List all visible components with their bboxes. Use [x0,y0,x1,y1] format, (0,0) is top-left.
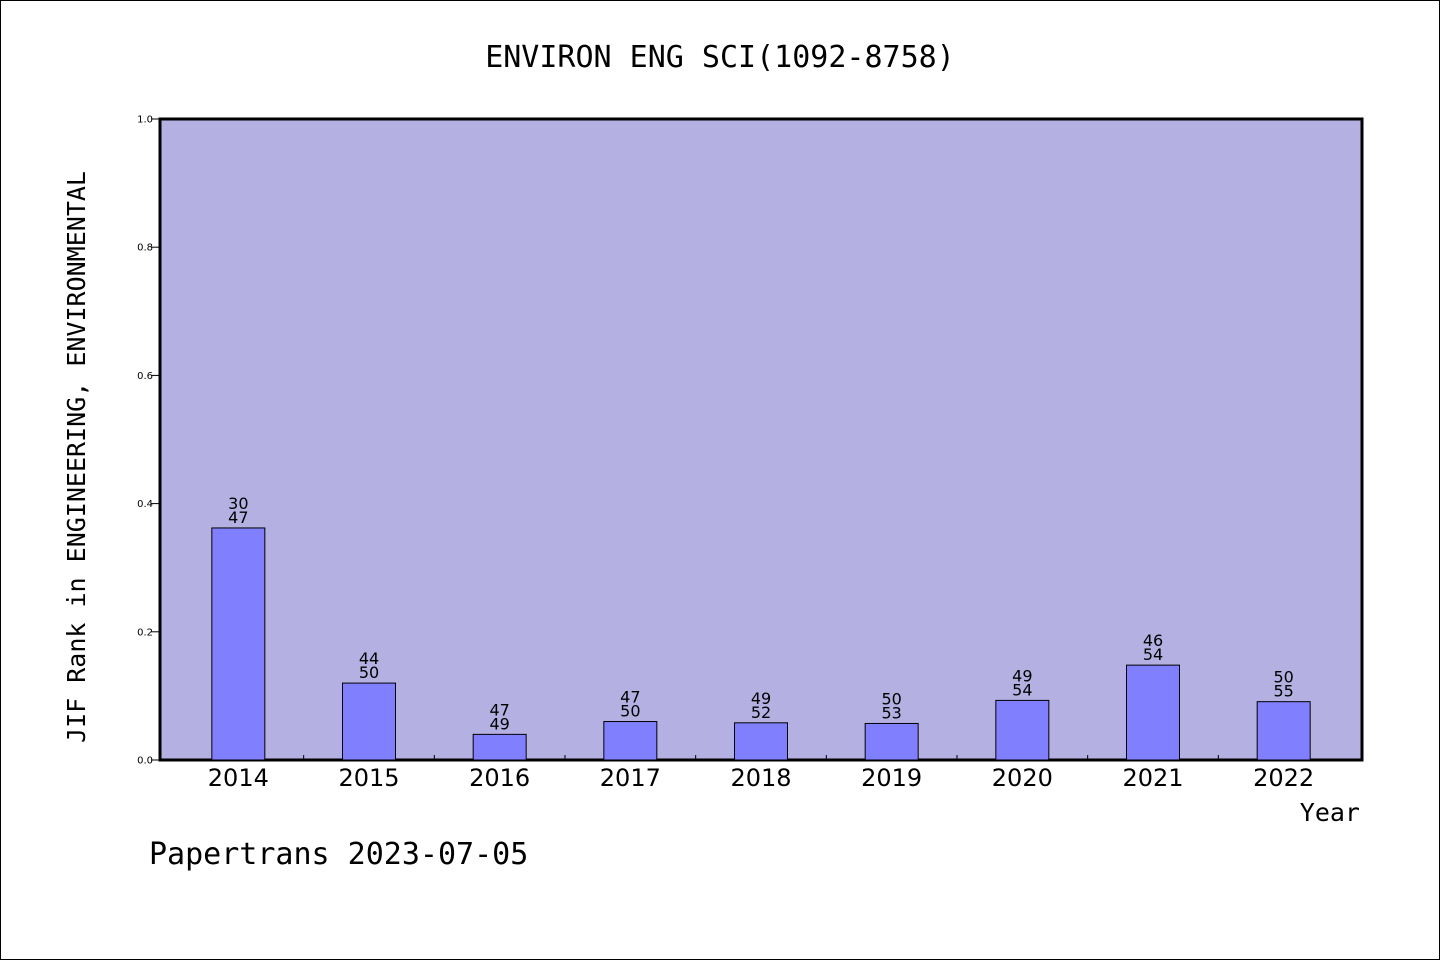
bar-2020 [995,699,1050,761]
total-label: 52 [751,703,771,722]
y-tick-label: 0.6 [137,371,153,382]
rank-label: 50 [881,689,901,708]
x-tick-label: 2014 [208,764,269,792]
y-tick-label: 1.0 [137,115,153,126]
y-axis-ticks: 0.0 0.2 0.4 0.6 0.8 1.0 [137,115,160,767]
rank-label: 44 [359,649,379,668]
rank-label: 49 [751,689,771,708]
total-label: 54 [1012,680,1032,699]
y-tick-label: 0.0 [137,756,153,767]
y-axis-title: JIF Rank in ENGINEERING, ENVIRONMENTAL [62,171,91,743]
total-label: 49 [489,714,509,733]
bar-2014 [211,527,266,761]
bar-2016 [472,733,527,761]
total-label: 50 [620,702,640,721]
bar-2017 [603,721,658,761]
rank-label: 46 [1143,631,1163,650]
bar-2021 [1126,664,1180,761]
rank-label: 49 [1012,666,1032,685]
footer-credit: Papertrans 2023-07-05 [149,837,528,872]
total-label: 54 [1143,645,1163,664]
rank-label: 50 [1273,668,1293,687]
y-tick-label: 0.8 [137,243,153,254]
bar-2018 [734,722,788,761]
bar-2015 [342,682,396,761]
bar-2019 [864,722,919,761]
rank-label: 30 [228,494,248,513]
x-tick-label: 2019 [861,764,922,792]
bar-2022 [1256,701,1311,761]
x-tick-label: 2017 [600,764,661,792]
x-axis-title: Year [1300,798,1360,827]
total-label: 50 [359,663,379,682]
x-tick-label: 2020 [992,764,1053,792]
chart-title: ENVIRON ENG SCI(1092-8758) [485,40,955,75]
plot-area [158,117,1364,762]
x-axis-ticks [303,755,1219,760]
y-tick-label: 0.2 [137,627,153,638]
x-tick-label: 2021 [1122,764,1183,792]
x-tick-label: 2016 [469,764,530,792]
x-tick-label: 2022 [1253,764,1314,792]
total-label: 55 [1273,682,1293,701]
rank-label: 47 [620,688,640,707]
total-label: 47 [228,508,248,527]
bar-series [211,527,1311,761]
x-tick-label: 2015 [338,764,399,792]
x-tick-label: 2018 [730,764,791,792]
category-labels: 2014 2015 2016 2017 2018 2019 2020 2021 2022 [208,764,1314,792]
total-label: 53 [881,703,901,722]
rank-label: 47 [489,700,509,719]
y-tick-label: 0.4 [137,499,153,510]
